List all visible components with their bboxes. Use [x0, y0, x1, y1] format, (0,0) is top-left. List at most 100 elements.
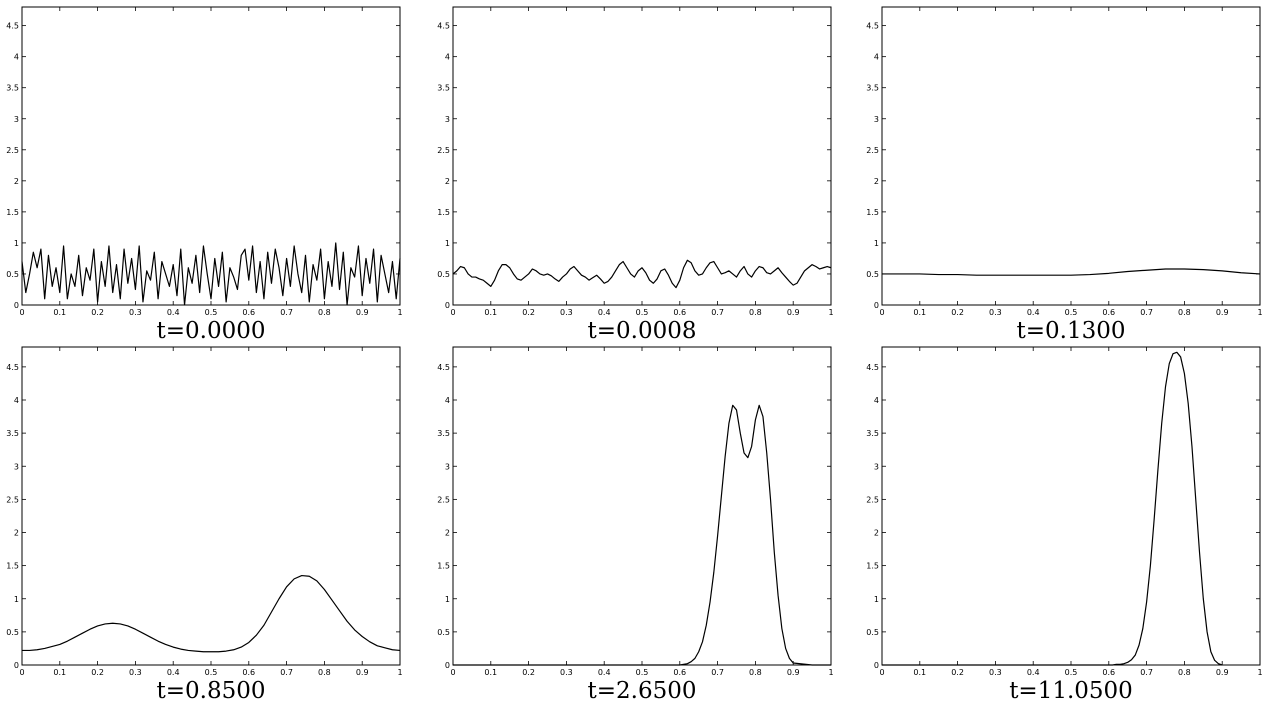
y-tick-label: 2: [445, 177, 450, 186]
x-tick-label: 0: [450, 308, 455, 317]
y-tick-label: 4: [874, 53, 879, 62]
x-tick-label: 0.9: [356, 668, 369, 677]
y-tick-label: 1.5: [866, 208, 879, 217]
curve: [21, 242, 401, 306]
axes-box: [452, 6, 832, 306]
x-tick-label: 0.4: [167, 308, 180, 317]
y-tick-label: 0.5: [437, 270, 450, 279]
y-tick-label: 3.5: [6, 84, 19, 93]
x-tick-label: 0.1: [484, 308, 497, 317]
panel-caption: t=0.8500: [157, 678, 266, 704]
y-tick-label: 1: [445, 239, 450, 248]
y-tick-label: 2: [14, 177, 19, 186]
x-tick-label: 0.5: [205, 668, 218, 677]
x-tick-label: 0.9: [1216, 308, 1229, 317]
axes-box: [452, 346, 832, 666]
x-tick-label: 0.1: [913, 668, 926, 677]
y-tick-label: 4.5: [437, 22, 450, 31]
x-tick-label: 0.2: [522, 308, 535, 317]
y-tick-label: 1.5: [6, 562, 19, 571]
x-tick-label: 0.9: [1216, 668, 1229, 677]
y-tick-label: 1: [14, 595, 19, 604]
x-tick-label: 0.1: [484, 668, 497, 677]
x-tick-label: 1: [828, 668, 833, 677]
y-tick-label: 4: [445, 396, 450, 405]
y-tick-label: 3: [14, 115, 19, 124]
x-tick-label: 0: [450, 668, 455, 677]
x-tick-label: 0.1: [913, 308, 926, 317]
x-tick-label: 0.8: [749, 308, 762, 317]
axes-box: [881, 346, 1261, 666]
curve: [882, 268, 1261, 276]
x-tick-label: 0.3: [560, 308, 573, 317]
y-tick-label: 1.5: [6, 208, 19, 217]
y-tick-label: 2: [445, 529, 450, 538]
panel-caption: t=0.0000: [157, 318, 266, 344]
x-tick-label: 0.8: [1178, 668, 1191, 677]
x-tick-label: 0.4: [1027, 668, 1040, 677]
x-tick-label: 0.5: [1065, 668, 1078, 677]
x-tick-label: 0.4: [1027, 308, 1040, 317]
y-tick-label: 0.5: [437, 628, 450, 637]
panel-caption: t=0.1300: [1017, 318, 1126, 344]
x-tick-label: 0: [19, 308, 24, 317]
x-tick-label: 0.7: [280, 668, 293, 677]
x-tick-label: 0.2: [951, 668, 964, 677]
y-tick-label: 3: [874, 462, 879, 471]
y-tick-label: 1.5: [866, 562, 879, 571]
x-tick-label: 1: [828, 308, 833, 317]
x-tick-label: 0.3: [560, 668, 573, 677]
y-tick-label: 3.5: [866, 84, 879, 93]
x-tick-label: 0.4: [598, 308, 611, 317]
y-tick-label: 3.5: [6, 429, 19, 438]
x-tick-label: 0.4: [598, 668, 611, 677]
axes-box: [21, 346, 401, 666]
x-tick-label: 0.6: [242, 668, 255, 677]
y-tick-label: 0.5: [6, 270, 19, 279]
x-tick-label: 0: [879, 668, 884, 677]
panel-caption: t=11.0500: [1009, 678, 1133, 704]
x-tick-label: 0.1: [53, 308, 66, 317]
x-tick-label: 0.7: [280, 308, 293, 317]
y-tick-label: 3: [874, 115, 879, 124]
y-tick-label: 4.5: [437, 363, 450, 372]
y-tick-label: 1: [14, 239, 19, 248]
x-tick-label: 0.2: [522, 668, 535, 677]
x-tick-label: 0.6: [673, 308, 686, 317]
y-tick-label: 4.5: [6, 363, 19, 372]
curve: [453, 404, 831, 666]
x-tick-label: 0.9: [356, 308, 369, 317]
x-tick-label: 0.6: [242, 308, 255, 317]
x-tick-label: 0.7: [1140, 308, 1153, 317]
y-tick-label: 1: [874, 239, 879, 248]
axes-box: [881, 6, 1261, 306]
x-tick-label: 0: [19, 668, 24, 677]
y-tick-label: 0: [14, 661, 19, 670]
curve: [452, 259, 832, 289]
x-tick-label: 0.2: [91, 308, 104, 317]
y-tick-label: 2.5: [866, 495, 879, 504]
x-tick-label: 0.3: [129, 308, 142, 317]
y-tick-label: 2.5: [6, 495, 19, 504]
y-tick-label: 1: [874, 595, 879, 604]
x-tick-label: 0.3: [989, 668, 1002, 677]
x-tick-label: 1: [397, 668, 402, 677]
y-tick-label: 4.5: [866, 22, 879, 31]
x-tick-label: 0.8: [318, 668, 331, 677]
y-tick-label: 1.5: [437, 208, 450, 217]
x-tick-label: 0.7: [711, 668, 724, 677]
curve: [22, 574, 401, 653]
curve: [882, 351, 1223, 666]
x-tick-label: 0.7: [1140, 668, 1153, 677]
x-tick-label: 0.8: [318, 308, 331, 317]
y-tick-label: 2: [874, 177, 879, 186]
panel-caption: t=2.6500: [588, 678, 697, 704]
y-tick-label: 3: [445, 115, 450, 124]
x-tick-label: 1: [1257, 668, 1262, 677]
y-tick-label: 3: [14, 462, 19, 471]
y-tick-label: 1.5: [437, 562, 450, 571]
panel-caption: t=0.0008: [588, 318, 697, 344]
x-tick-label: 0.3: [129, 668, 142, 677]
x-tick-label: 0.6: [1102, 308, 1115, 317]
x-tick-label: 0.5: [1065, 308, 1078, 317]
